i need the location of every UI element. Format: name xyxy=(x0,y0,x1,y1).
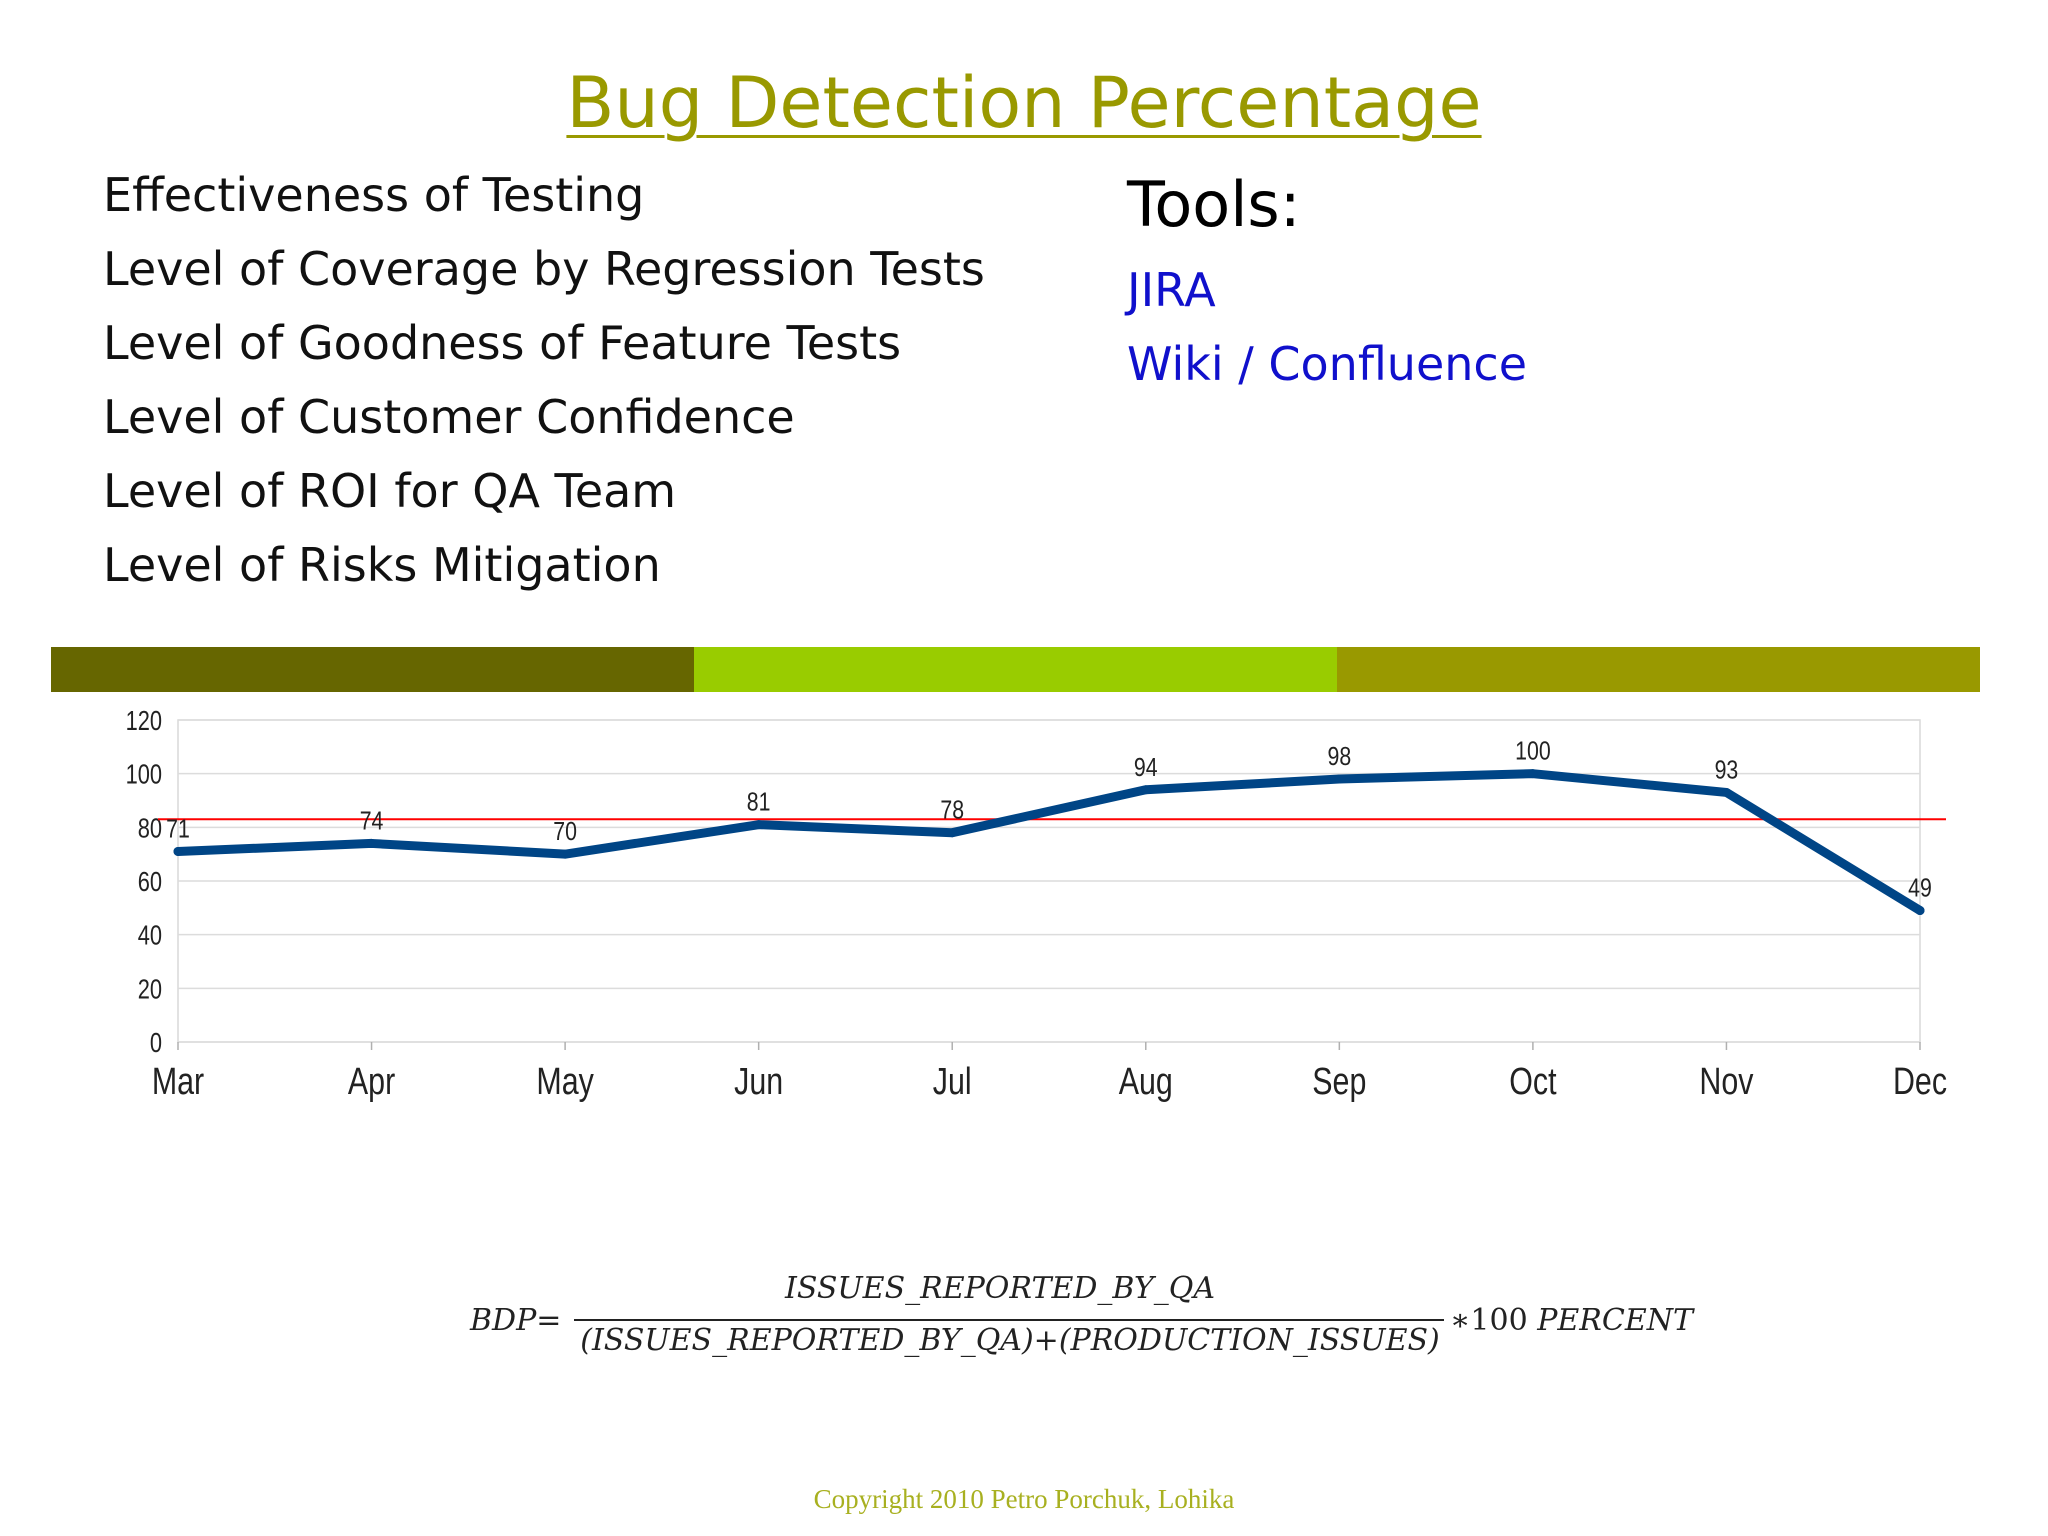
x-tick-label: Jul xyxy=(933,1061,972,1103)
x-tick-label: May xyxy=(536,1061,594,1103)
y-tick-label: 80 xyxy=(138,813,162,844)
y-tick-label: 0 xyxy=(150,1027,162,1058)
formula-unit: PERCENT xyxy=(1537,1303,1693,1338)
tools-heading: Tools: xyxy=(1127,168,1301,241)
data-label: 70 xyxy=(553,817,577,847)
x-tick-label: Mar xyxy=(152,1061,204,1103)
x-tick-label: Apr xyxy=(348,1061,395,1103)
data-label: 71 xyxy=(166,815,190,845)
formula-rhs: ∗100 PERCENT xyxy=(1450,1303,1693,1338)
formula-times: ∗ xyxy=(1450,1303,1471,1338)
data-label: 100 xyxy=(1515,737,1551,767)
data-label: 74 xyxy=(360,806,384,836)
color-band-lime xyxy=(694,647,1337,692)
formula-numerator: ISSUES_REPORTED_BY_QA xyxy=(784,1271,1216,1306)
metric-item: Level of Coverage by Regression Tests xyxy=(103,242,985,296)
data-point xyxy=(1141,785,1151,795)
data-label: 49 xyxy=(1908,874,1932,904)
data-label: 94 xyxy=(1134,753,1158,783)
x-tick-label: Sep xyxy=(1312,1061,1366,1103)
x-tick-label: Aug xyxy=(1119,1061,1173,1103)
data-point xyxy=(947,828,957,838)
data-point xyxy=(1528,769,1538,779)
x-tick-label: Nov xyxy=(1699,1061,1754,1103)
x-tick-label: Oct xyxy=(1509,1061,1557,1103)
y-tick-label: 60 xyxy=(138,866,162,897)
data-point xyxy=(1721,787,1731,797)
y-tick-label: 40 xyxy=(138,920,162,951)
data-label: 98 xyxy=(1327,742,1351,772)
formula-lhs: BDP= xyxy=(470,1303,562,1338)
metric-item: Level of Goodness of Feature Tests xyxy=(103,316,902,370)
data-label: 78 xyxy=(940,796,964,826)
data-point xyxy=(173,846,183,856)
bdp-formula: BDP= ISSUES_REPORTED_BY_QA (ISSUES_REPOR… xyxy=(470,1271,1693,1375)
bdp-line-chart: 0 20 40 60 80 100 120 Mar Apr May Jun Jul Aug Sep Oct N… xyxy=(126,705,1947,1103)
data-point xyxy=(754,820,764,830)
formula-fraction-bar xyxy=(574,1319,1444,1321)
color-band-olive xyxy=(1337,647,1980,692)
x-tick-label: Jun xyxy=(734,1061,783,1103)
formula-denominator: (ISSUES_REPORTED_BY_QA)+(PRODUCTION_ISSU… xyxy=(580,1323,1440,1358)
data-point xyxy=(1334,774,1344,784)
tools-panel: Tools: JIRA Wiki / Confluence xyxy=(1127,170,1527,408)
data-point xyxy=(367,838,377,848)
series-line xyxy=(173,769,1925,916)
metric-item: Effectiveness of Testing xyxy=(103,168,645,222)
y-tick-label: 100 xyxy=(126,759,162,790)
y-tick-label: 120 xyxy=(126,705,162,736)
formula-factor: 100 xyxy=(1470,1303,1528,1338)
data-label: 93 xyxy=(1715,755,1739,785)
tool-link-jira[interactable]: JIRA xyxy=(1127,263,1216,317)
slide-title: Bug Detection Percentage xyxy=(566,62,1482,144)
tool-link-wiki[interactable]: Wiki / Confluence xyxy=(1127,337,1528,391)
copyright-notice: Copyright 2010 Petro Porchuk, Lohika xyxy=(813,1484,1235,1514)
data-point xyxy=(560,849,570,859)
color-band-dark xyxy=(51,647,694,692)
y-tick-label: 20 xyxy=(138,974,162,1005)
data-label: 81 xyxy=(747,788,771,818)
metric-item: Level of Customer Confidence xyxy=(103,390,795,444)
metrics-list: Effectiveness of Testing Level of Covera… xyxy=(103,165,985,609)
x-tick-label: Dec xyxy=(1893,1061,1947,1103)
data-point xyxy=(1915,906,1925,916)
metric-item: Level of ROI for QA Team xyxy=(103,464,677,518)
metric-item: Level of Risks Mitigation xyxy=(103,538,661,592)
